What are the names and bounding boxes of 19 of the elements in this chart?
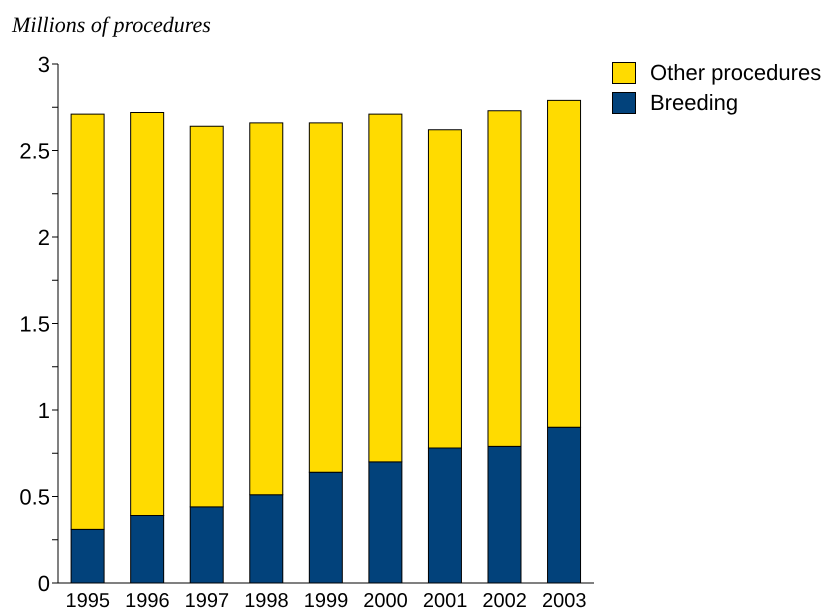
y-tick-label: 0.5 xyxy=(19,484,50,510)
y-tick-label: 2.5 xyxy=(19,138,50,164)
y-tick-label: 2 xyxy=(38,224,50,250)
x-tick-label: 2000 xyxy=(363,590,408,612)
y-tick-label: 3 xyxy=(38,52,50,77)
legend-label: Breeding xyxy=(650,90,738,116)
x-tick-label: 1999 xyxy=(304,590,348,612)
x-tick-label: 1998 xyxy=(244,590,289,612)
y-tick-label: 1.5 xyxy=(19,311,50,336)
y-axis-title: Millions of procedures xyxy=(12,12,211,38)
x-tick-label: 2001 xyxy=(422,590,468,612)
x-tick-label: 1997 xyxy=(184,590,230,612)
x-tick-label: 2002 xyxy=(482,590,527,612)
y-tick-label: 0 xyxy=(38,570,50,596)
x-tick-label: 2003 xyxy=(542,590,586,612)
legend-label: Other procedures xyxy=(650,60,822,86)
y-tick-label: 1 xyxy=(38,398,50,423)
x-tick-label: 1996 xyxy=(125,590,170,612)
x-tick-label: 1995 xyxy=(66,590,110,612)
